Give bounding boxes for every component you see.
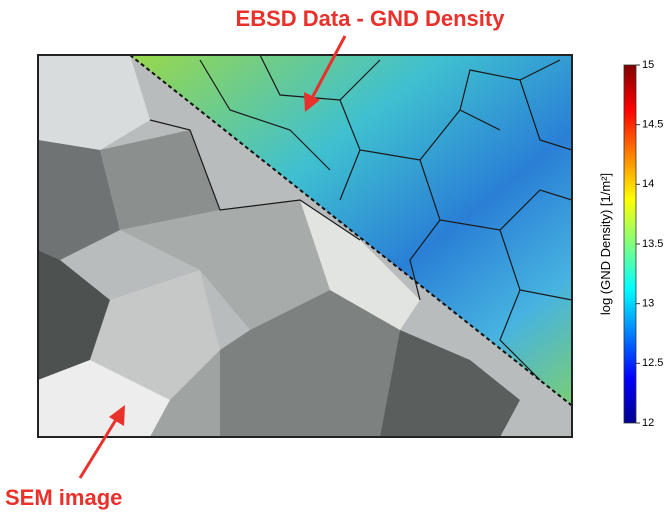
micrograph: [38, 55, 580, 437]
colorbar-tick-label: 15: [642, 59, 654, 71]
sem-label: SEM image: [5, 485, 122, 510]
colorbar-tick-label: 12.5: [642, 357, 663, 369]
colorbar-tick-label: 12: [642, 417, 654, 429]
colorbar-tick-label: 14.5: [642, 119, 663, 131]
ebsd-label: EBSD Data - GND Density: [236, 6, 506, 31]
colorbar-tick-label: 13: [642, 298, 654, 310]
colorbar-tick-label: 14: [642, 178, 654, 190]
colorbar: [624, 65, 636, 423]
colorbar-label: log (GND Density) [1/m²]: [598, 173, 613, 315]
figure: EBSD Data - GND Density SEM image log (G…: [0, 0, 665, 520]
colorbar-tick-label: 13.5: [642, 238, 663, 250]
